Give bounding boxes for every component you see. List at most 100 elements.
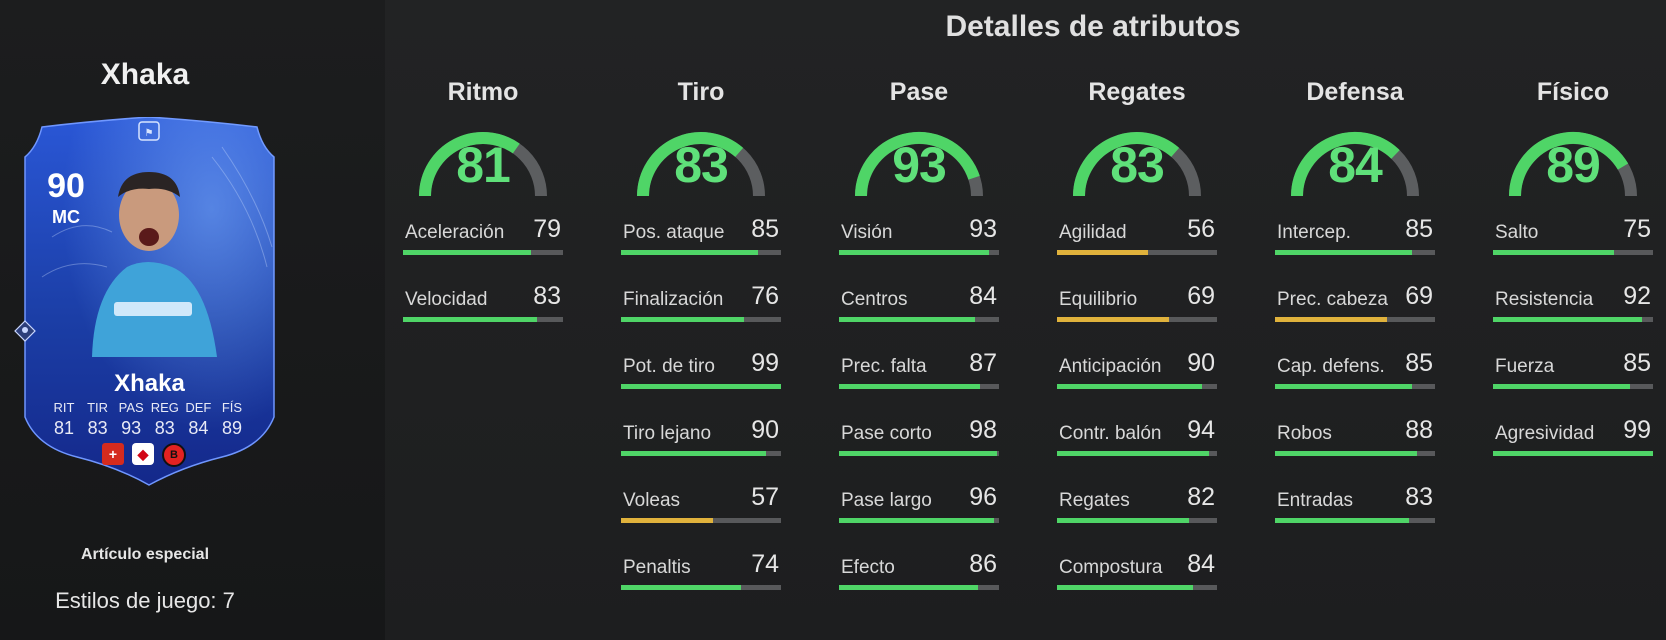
card-stat-value: 89	[221, 418, 242, 438]
stat-bar-track	[1275, 250, 1435, 255]
stat-label: Efecto	[841, 557, 895, 578]
player-card[interactable]: ⚑ 90 MC Xhaka RIT TIR PAS REG DEF FÍS 81…	[22, 117, 277, 487]
stat-row: Compostura 84	[1057, 535, 1217, 602]
stat-bar-track	[1057, 451, 1217, 456]
nation-flag-icon: +	[102, 443, 124, 465]
stat-row: Pase corto 98	[839, 401, 999, 468]
stat-bar-fill	[621, 250, 759, 255]
category-gauge: 83	[1057, 116, 1217, 196]
stat-bar-track	[1057, 384, 1217, 389]
category-gauge: 93	[839, 116, 999, 196]
stat-row: Penaltis 74	[621, 535, 781, 602]
stat-bar-track	[621, 585, 781, 590]
player-photo	[92, 172, 217, 357]
gauge-arc	[637, 132, 765, 196]
stat-value: 75	[1623, 215, 1651, 243]
stat-row: Centros 84	[839, 267, 999, 334]
card-badges: + ◆ B	[102, 443, 186, 467]
stat-bar-fill	[1275, 317, 1387, 322]
stat-row: Intercep. 85	[1275, 200, 1435, 267]
stat-label: Voleas	[623, 490, 681, 511]
card-stat-value: 93	[121, 418, 142, 438]
card-stat-labels: RIT TIR PAS REG DEF FÍS	[48, 400, 248, 415]
card-rating: 90	[47, 167, 85, 205]
stat-row: Robos 88	[1275, 401, 1435, 468]
stat-list: Visión 93 Centros 84 Prec. falta 87 Pase corto…	[839, 200, 999, 602]
attribute-column-3: Regates 83 Agilidad 56 Equilibrio 69 Anticipac…	[1057, 78, 1217, 602]
card-stat-label: FÍS	[221, 400, 243, 415]
stat-bar-fill	[1493, 384, 1631, 389]
stat-label: Regates	[1059, 490, 1130, 511]
stat-label: Penaltis	[623, 557, 691, 578]
stat-value: 56	[1187, 215, 1215, 243]
gauge-arc	[1509, 132, 1637, 196]
stat-label: Anticipación	[1059, 356, 1162, 377]
stat-bar-track	[1275, 317, 1435, 322]
category-rating: 89	[1546, 137, 1601, 193]
stat-label: Pase corto	[841, 423, 932, 444]
stat-row: Pot. de tiro 99	[621, 334, 781, 401]
stat-bar-track	[839, 384, 999, 389]
stat-row: Visión 93	[839, 200, 999, 267]
gauge-arc	[1290, 131, 1419, 196]
stat-value: 84	[969, 282, 997, 310]
stat-value: 85	[751, 215, 779, 243]
stat-value: 99	[751, 349, 779, 377]
gauge-fill	[637, 132, 744, 196]
stat-row: Regates 82	[1057, 468, 1217, 535]
stat-bar-fill	[621, 317, 744, 322]
stat-bar-track	[621, 384, 781, 389]
stat-bar-fill	[839, 451, 998, 456]
stat-bar-track	[839, 451, 999, 456]
stat-bar-track	[1493, 250, 1653, 255]
stat-value: 79	[533, 215, 561, 243]
category-title: Ritmo	[447, 78, 519, 106]
stat-label: Cap. defens.	[1277, 356, 1385, 377]
stat-bar-track	[1493, 384, 1653, 389]
stat-label: Contr. balón	[1059, 423, 1162, 444]
category-gauge: 81	[403, 116, 563, 196]
stat-bar-fill	[839, 384, 980, 389]
stat-bar-fill	[839, 250, 990, 255]
stat-bar-track	[839, 250, 999, 255]
stat-bar-track	[621, 518, 781, 523]
stat-row: Contr. balón 94	[1057, 401, 1217, 468]
stat-row: Finalización 76	[621, 267, 781, 334]
stat-bar-fill	[621, 585, 741, 590]
stat-bar-fill	[1493, 250, 1615, 255]
player-name: Xhaka	[100, 58, 190, 91]
stat-bar-track	[403, 317, 563, 322]
stat-list: Aceleración 79 Velocidad 83	[403, 200, 563, 334]
gauge-fill	[419, 132, 520, 196]
stat-bar-fill	[1275, 250, 1413, 255]
stat-bar-fill	[1493, 451, 1653, 456]
playstyles-count[interactable]: Estilos de juego: 7	[55, 588, 235, 613]
stat-label: Velocidad	[405, 289, 488, 310]
stat-row: Aceleración 79	[403, 200, 563, 267]
card-background: ⚑	[24, 117, 275, 486]
stat-list: Intercep. 85 Prec. cabeza 69 Cap. defens. 85 R…	[1275, 200, 1435, 535]
player-panel: Xhaka	[0, 0, 385, 640]
card-stat-label: DEF	[185, 400, 212, 415]
category-rating: 93	[892, 137, 947, 193]
stat-row: Equilibrio 69	[1057, 267, 1217, 334]
card-stat-value: 83	[87, 418, 108, 438]
stat-label: Aceleración	[405, 222, 505, 243]
stat-value: 83	[1405, 483, 1433, 511]
card-player-name: Xhaka	[114, 370, 185, 397]
stat-value: 98	[969, 416, 997, 444]
stat-bar-fill	[403, 250, 531, 255]
gauge-fill	[1073, 132, 1180, 196]
card-stat-value: 81	[53, 418, 75, 438]
stat-row: Agilidad 56	[1057, 200, 1217, 267]
stat-value: 82	[1187, 483, 1215, 511]
stat-value: 90	[751, 416, 779, 444]
stat-value: 57	[751, 483, 779, 511]
stat-row: Prec. cabeza 69	[1275, 267, 1435, 334]
stat-label: Pot. de tiro	[623, 356, 715, 377]
stat-bar-track	[1057, 518, 1217, 523]
category-rating: 81	[456, 137, 511, 193]
stat-bar-fill	[1057, 384, 1203, 389]
stat-label: Robos	[1277, 423, 1332, 444]
stat-bar-fill	[621, 518, 714, 523]
